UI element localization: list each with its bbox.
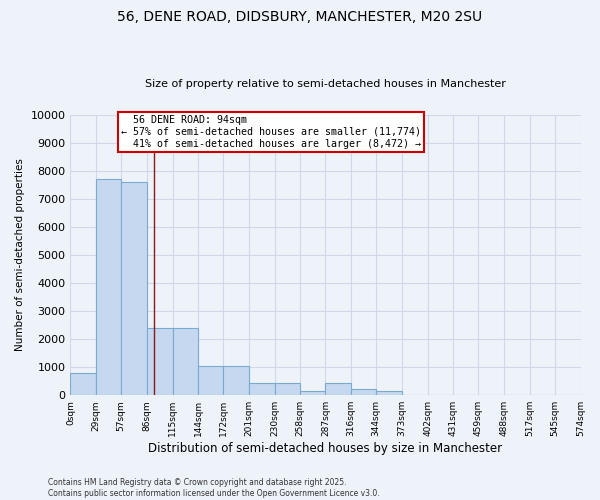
- Bar: [249, 382, 275, 395]
- Bar: [223, 366, 249, 395]
- Bar: [299, 391, 325, 395]
- X-axis label: Distribution of semi-detached houses by size in Manchester: Distribution of semi-detached houses by …: [148, 442, 503, 455]
- Bar: [376, 391, 402, 395]
- Bar: [147, 328, 173, 395]
- Text: Contains HM Land Registry data © Crown copyright and database right 2025.
Contai: Contains HM Land Registry data © Crown c…: [48, 478, 380, 498]
- Text: 56 DENE ROAD: 94sqm
← 57% of semi-detached houses are smaller (11,774)
  41% of : 56 DENE ROAD: 94sqm ← 57% of semi-detach…: [121, 116, 421, 148]
- Y-axis label: Number of semi-detached properties: Number of semi-detached properties: [15, 158, 25, 352]
- Bar: [96, 180, 121, 395]
- Title: Size of property relative to semi-detached houses in Manchester: Size of property relative to semi-detach…: [145, 79, 506, 89]
- Bar: [199, 366, 223, 395]
- Bar: [121, 182, 147, 395]
- Bar: [325, 382, 351, 395]
- Text: 56, DENE ROAD, DIDSBURY, MANCHESTER, M20 2SU: 56, DENE ROAD, DIDSBURY, MANCHESTER, M20…: [118, 10, 482, 24]
- Bar: [275, 382, 299, 395]
- Bar: [70, 373, 96, 395]
- Bar: [173, 328, 199, 395]
- Bar: [351, 389, 376, 395]
